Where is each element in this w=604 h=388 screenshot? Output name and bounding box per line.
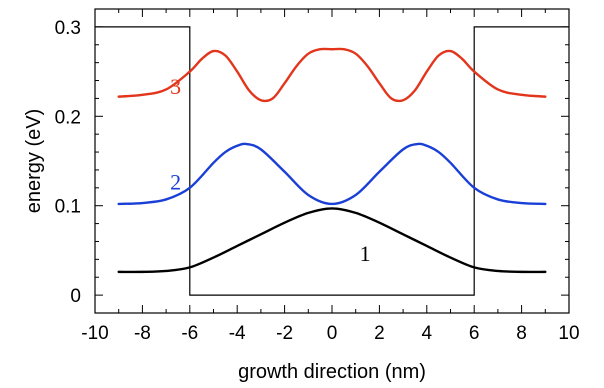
y-tick-label: 0.1 xyxy=(55,197,81,218)
x-axis-title: growth direction (nm) xyxy=(238,361,426,383)
x-tick-label: 6 xyxy=(469,323,480,344)
state-label-3: 3 xyxy=(170,74,181,99)
series-line-state-1 xyxy=(117,207,547,274)
x-tick-label: 0 xyxy=(327,323,338,344)
x-tick-label: -8 xyxy=(134,323,151,344)
x-tick-label: -6 xyxy=(181,323,198,344)
x-tick-label: 8 xyxy=(516,323,527,344)
annotation-layer: 1 2 3 xyxy=(170,74,371,266)
x-tick-label: -10 xyxy=(81,323,108,344)
x-tick-label: 10 xyxy=(558,323,579,344)
x-tick-label: -4 xyxy=(229,323,246,344)
series-layer xyxy=(117,47,547,274)
x-tick-label: 2 xyxy=(374,323,385,344)
series-line-state-2 xyxy=(117,142,547,206)
x-tick-label: -2 xyxy=(276,323,293,344)
potential-well-line xyxy=(95,26,569,296)
y-tick-label: 0.2 xyxy=(55,107,81,128)
ticks-layer: -10 -8 -6 -4 -2 0 2 4 6 8 10 0 0.1 0.2 0.3 xyxy=(55,9,580,344)
series-line-state-3 xyxy=(117,47,547,103)
y-tick-label: 0 xyxy=(70,286,81,307)
state-label-2: 2 xyxy=(170,170,181,195)
plot-frame xyxy=(94,8,570,314)
x-tick-label: 4 xyxy=(422,323,433,344)
y-axis-title: energy (eV) xyxy=(23,109,45,214)
state-label-1: 1 xyxy=(360,241,371,266)
y-tick-label: 0.3 xyxy=(55,18,81,39)
potential-layer xyxy=(95,26,569,296)
